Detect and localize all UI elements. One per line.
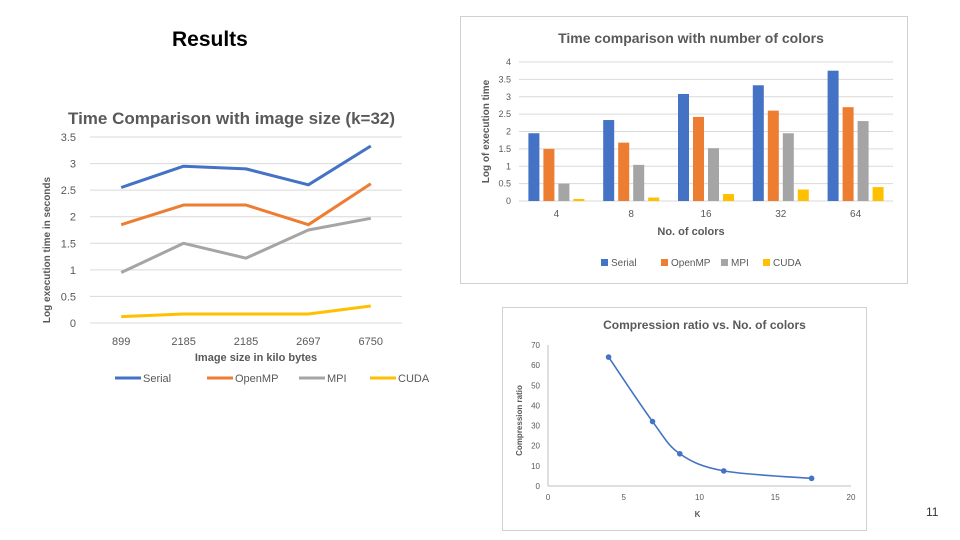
x-tick-label: 2185 (234, 336, 258, 348)
y-tick-label: 4 (506, 57, 511, 67)
y-tick-label: 2 (506, 127, 511, 137)
data-point (677, 450, 683, 457)
bar-openmp (842, 107, 854, 201)
y-tick-label: 0 (536, 482, 541, 491)
legend-swatch-openmp (661, 259, 668, 266)
x-tick-label: 16 (700, 209, 712, 220)
x-axis-label: Image size in kilo bytes (195, 352, 317, 364)
bar-cuda (648, 197, 660, 201)
x-axis-label: K (695, 510, 701, 519)
legend-label-cuda: CUDA (398, 373, 430, 385)
x-tick-label: 20 (847, 493, 856, 502)
y-tick-label: 3.5 (61, 132, 76, 144)
bar-serial (528, 133, 540, 201)
series-line-serial (120, 144, 372, 189)
y-axis-label: Log of execution time (481, 79, 492, 183)
x-tick-label: 15 (771, 493, 780, 502)
bar-serial (827, 70, 839, 201)
legend-swatch-serial (601, 259, 608, 266)
legend-label-openmp: OpenMP (671, 258, 711, 269)
legend-label-cuda: CUDA (773, 258, 802, 269)
y-tick-label: 60 (531, 361, 540, 370)
y-tick-label: 1.5 (498, 144, 511, 154)
series-curve (607, 356, 812, 480)
chart-title: Time comparison with number of colors (558, 30, 824, 46)
bar-openmp (618, 142, 630, 201)
y-tick-label: 3 (70, 159, 76, 171)
bar-cuda (872, 187, 884, 201)
series-line-cuda (121, 304, 371, 319)
slide-title: Results (172, 28, 248, 51)
chart-title: Time Comparison with image size (k=32) (68, 109, 395, 128)
data-point (808, 475, 815, 482)
legend-swatch-mpi (721, 259, 728, 266)
series-line-mpi (120, 216, 372, 274)
x-tick-label: 32 (775, 209, 787, 220)
y-tick-label: 2.5 (498, 109, 511, 119)
bar-cuda (723, 194, 734, 201)
y-axis-label: Compression ratio (515, 385, 524, 456)
data-point (605, 354, 612, 360)
bar-mpi (782, 133, 794, 201)
scatter-chart-compression: Compression ratio vs. No. of colors 0 10 20… (515, 318, 856, 519)
legend-label-openmp: OpenMP (235, 373, 278, 385)
y-tick-label: 0 (506, 196, 511, 206)
y-tick-label: 30 (531, 422, 540, 431)
bar-openmp (543, 148, 555, 201)
y-tick-label: 3.5 (498, 74, 511, 84)
legend-label-serial: Serial (611, 258, 637, 269)
bar-serial (603, 120, 615, 201)
legend-label-mpi: MPI (731, 258, 749, 269)
y-tick-label: 50 (531, 381, 540, 390)
bar-mpi (633, 164, 645, 201)
legend-swatch-cuda (763, 259, 770, 266)
legend-label-serial: Serial (143, 373, 171, 385)
x-tick-label: 4 (554, 209, 560, 220)
y-tick-label: 2.5 (61, 185, 76, 197)
x-tick-label: 5 (622, 493, 627, 502)
line-chart-image-size: Time Comparison with image size (k=32) 0 0… (42, 109, 430, 385)
y-tick-label: 2 (70, 212, 76, 224)
y-tick-label: 3 (506, 92, 511, 102)
x-tick-label: 10 (695, 493, 704, 502)
y-tick-label: 20 (531, 442, 540, 451)
y-tick-label: 1.5 (61, 238, 76, 250)
page-number: 11 (926, 505, 939, 519)
x-tick-label: 2697 (296, 336, 320, 348)
x-axis-label: No. of colors (657, 226, 724, 238)
bar-mpi (857, 121, 869, 201)
bar-mpi (708, 148, 719, 201)
bar-openmp (767, 110, 779, 201)
y-tick-label: 0 (70, 318, 76, 330)
legend-label-mpi: MPI (327, 373, 347, 385)
x-tick-label: 64 (850, 209, 862, 220)
y-tick-label: 0.5 (498, 179, 511, 189)
bar-openmp (693, 116, 704, 201)
bar-cuda (573, 198, 585, 201)
x-tick-label: 8 (628, 209, 634, 220)
scatter-chart-card: Compression ratio vs. No. of colors 0 10 20… (502, 307, 867, 531)
bar-chart-colors: Time comparison with number of colors 0 0.… (481, 30, 893, 269)
y-tick-label: 1 (70, 265, 76, 277)
x-tick-label: 899 (112, 336, 130, 348)
y-tick-label: 70 (531, 341, 540, 350)
data-point (720, 468, 727, 474)
data-point (649, 418, 656, 425)
x-tick-label: 2185 (171, 336, 195, 348)
y-tick-label: 10 (531, 462, 540, 471)
bar-serial (678, 93, 689, 201)
y-tick-label: 0.5 (61, 291, 76, 303)
chart-title: Compression ratio vs. No. of colors (603, 318, 806, 332)
bar-mpi (558, 183, 570, 201)
x-tick-label: 0 (546, 493, 551, 502)
bar-chart-card: Time comparison with number of colors 0 0.… (460, 16, 908, 284)
y-axis-label: Log execution time in seconds (42, 176, 53, 323)
bar-cuda (797, 189, 809, 201)
series-line-openmp (120, 182, 372, 227)
bar-serial (752, 85, 764, 201)
x-tick-label: 6750 (359, 336, 383, 348)
y-tick-label: 40 (531, 401, 540, 410)
y-tick-label: 1 (506, 161, 511, 171)
